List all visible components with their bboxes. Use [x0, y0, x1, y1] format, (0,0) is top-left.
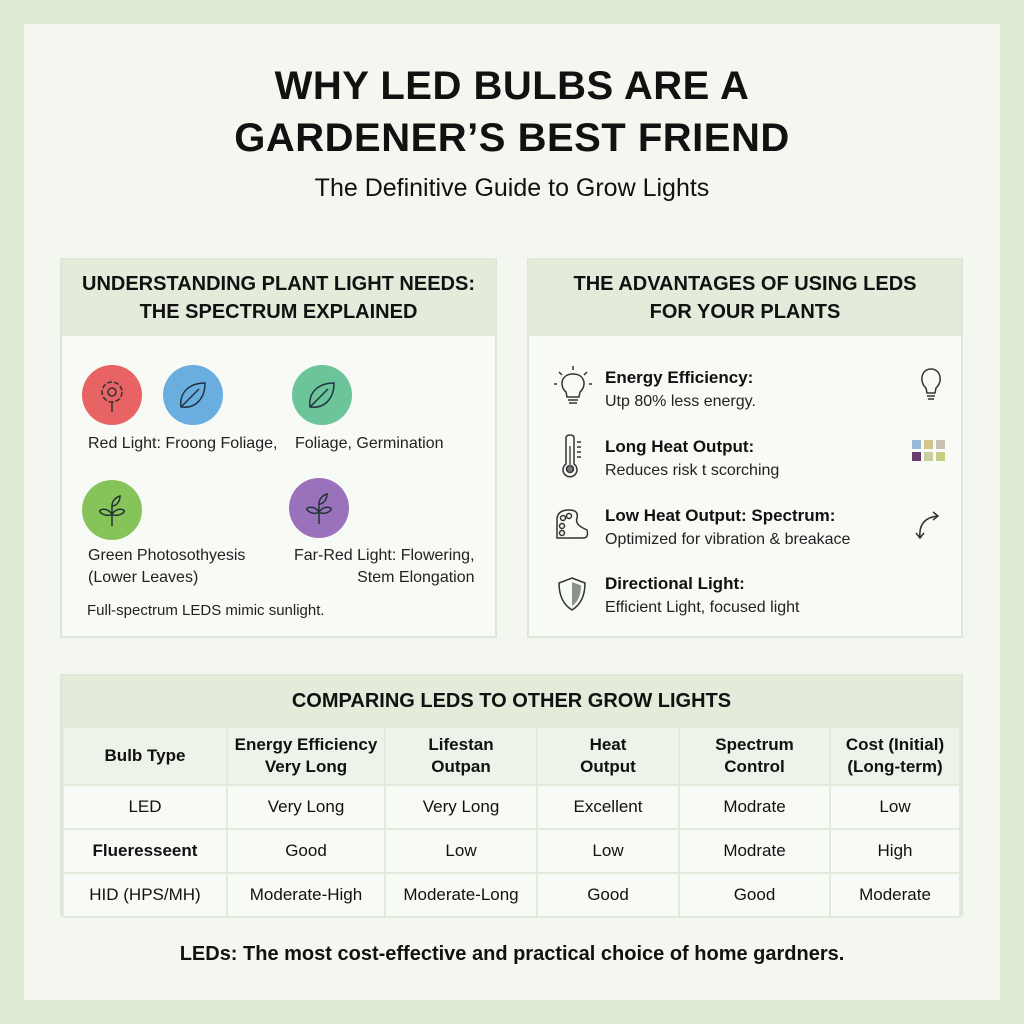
table-cell: Very Long [226, 784, 386, 830]
table-cell: Very Long [384, 784, 538, 830]
heading-line: THE SPECTRUM EXPLAINED [139, 301, 418, 323]
label-green-light: Green Photosothyesis (Lower Leaves) [88, 545, 245, 589]
heading-line: UNDERSTANDING PLANT LIGHT NEEDS: [82, 273, 475, 295]
header-line: Spectrum [715, 735, 794, 754]
advantage-desc: Reduces risk t scorching [605, 462, 780, 479]
shield-icon [557, 576, 587, 617]
header-line: Bulb Type [104, 746, 186, 765]
table-cell: Modrate [678, 784, 831, 830]
table-cell: Excellent [536, 784, 680, 830]
swatch [936, 440, 945, 449]
footer-text: LEDs: The most cost-effective and practi… [179, 943, 845, 965]
advantages-panel: THE ADVANTAGES OF USING LEDS FOR YOUR PLA… [527, 258, 963, 638]
advantage-desc: Efficient Light, focused light [605, 599, 800, 616]
bulb-type-cell: HID (HPS/MH) [62, 872, 228, 918]
header-line: Very Long [264, 757, 348, 776]
table-cell: High [829, 828, 961, 874]
label-line: Far-Red Light: Flowering, [294, 547, 475, 564]
advantage-title: Directional Light: [605, 574, 745, 593]
leaf-icon [292, 365, 352, 425]
page-title: WHY LED BULBS ARE A GARDENER’S BEST FRIE… [0, 60, 1024, 164]
header-line: Outpan [431, 757, 491, 776]
table-cell: Moderate-Long [384, 872, 538, 918]
swatch [912, 440, 921, 449]
table-cell: Moderate-High [226, 872, 386, 918]
lightbulb-icon [553, 364, 593, 413]
spectrum-heading: UNDERSTANDING PLANT LIGHT NEEDS: THE SPEC… [62, 260, 495, 336]
palette-icon [553, 508, 591, 547]
table-row: Flueresseent Good Low Low Modrate High [62, 828, 961, 874]
table-cell: Good [226, 828, 386, 874]
sprout-icon [82, 480, 142, 540]
table-header-row: Bulb Type Energy Efficiency Very Long Lifes… [62, 726, 961, 786]
comparison-heading: COMPARING LEDS TO OTHER GROW LIGHTS [62, 676, 961, 726]
header-line: Control [724, 757, 785, 776]
header-line: Lifestan [428, 735, 494, 754]
table-cell: Modrate [678, 828, 831, 874]
label-line: Green Photosothyesis [88, 547, 246, 564]
curved-arrows-icon [914, 510, 942, 547]
table-cell: Low [384, 828, 538, 874]
table-cell: Low [536, 828, 680, 874]
header-line: (Long-term) [847, 757, 943, 776]
spectrum-panel: UNDERSTANDING PLANT LIGHT NEEDS: THE SPEC… [60, 258, 497, 638]
heading-line: FOR YOUR PLANTS [649, 301, 841, 323]
title-line-1: WHY LED BULBS ARE A [274, 64, 750, 108]
label-far-red-light: Far-Red Light: Flowering, Stem Elongation [294, 545, 475, 589]
table-row: LED Very Long Very Long Excellent Modrate Low [62, 784, 961, 830]
table-cell: Moderate [829, 872, 961, 918]
header-line: Output [580, 757, 636, 776]
thermometer-icon [561, 434, 585, 483]
column-header: Spectrum Control [678, 726, 831, 786]
advantage-title: Low Heat Output: Spectrum: [605, 506, 836, 525]
advantage-desc: Optimized for vibration & breakace [605, 531, 851, 548]
advantages-heading: THE ADVANTAGES OF USING LEDS FOR YOUR PLA… [529, 260, 961, 336]
comparison-panel: COMPARING LEDS TO OTHER GROW LIGHTS Bulb… [60, 674, 963, 918]
swatch [924, 452, 933, 461]
label-line: Stem Elongation [357, 569, 475, 586]
column-header: Energy Efficiency Very Long [226, 726, 386, 786]
header-line: Heat [589, 735, 627, 754]
color-grid-icon [912, 440, 945, 461]
header-line: Energy Efficiency [234, 735, 378, 754]
bulb-type-cell: Flueresseent [62, 828, 228, 874]
advantage-title: Energy Efficiency: [605, 368, 754, 387]
flower-icon [82, 365, 142, 425]
subtitle: The Definitive Guide to Grow Lights [314, 174, 710, 202]
leaf-icon [163, 365, 223, 425]
swatch [912, 452, 921, 461]
spectrum-note: Full-spectrum LEDS mimic sunlight. [87, 602, 325, 619]
column-header: Lifestan Outpan [384, 726, 538, 786]
header-line: Cost (Initial) [845, 735, 945, 754]
label-blue-light: Foliage, Germination [295, 435, 444, 452]
table-cell: Good [678, 872, 831, 918]
advantage-title: Long Heat Output: [605, 437, 755, 456]
label-line: (Lower Leaves) [88, 569, 199, 586]
table-cell: Low [829, 784, 961, 830]
advantage-desc: Utp 80% less energy. [605, 393, 756, 410]
title-line-2: GARDENER’S BEST FRIEND [234, 116, 790, 160]
column-header: Heat Output [536, 726, 680, 786]
sprout-icon [289, 478, 349, 538]
label-red-light: Red Light: Froong Foliage, [88, 435, 278, 452]
column-header: Cost (Initial) (Long-term) [829, 726, 961, 786]
bulb-type-cell: LED [62, 784, 228, 830]
heading-line: THE ADVANTAGES OF USING LEDS [573, 273, 917, 295]
table-row: HID (HPS/MH) Moderate-High Moderate-Long Go… [62, 872, 961, 918]
comparison-table: Bulb Type Energy Efficiency Very Long Lifes… [62, 726, 961, 918]
swatch [936, 452, 945, 461]
swatch [924, 440, 933, 449]
column-header: Bulb Type [62, 726, 228, 786]
table-cell: Good [536, 872, 680, 918]
lightbulb-icon [919, 366, 943, 407]
